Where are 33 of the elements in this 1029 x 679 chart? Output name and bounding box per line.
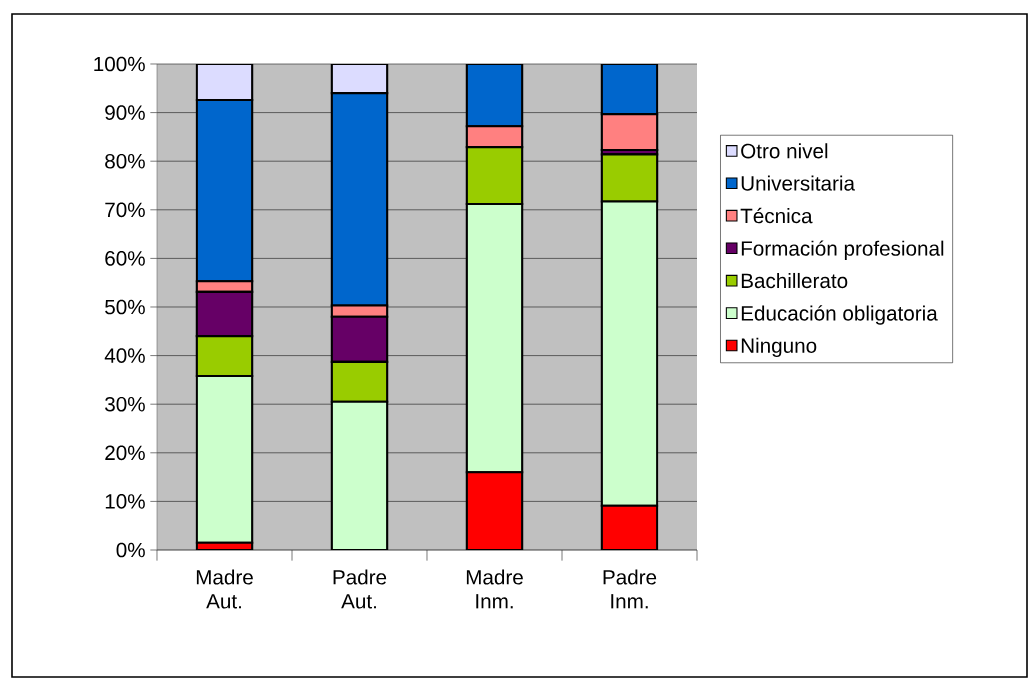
bar: [195, 64, 254, 102]
y-tick-label: 30%: [105, 396, 145, 412]
legend-label: Otro nivel: [741, 143, 828, 159]
bar: [600, 504, 659, 551]
x-tick-label: Madre Aut.: [196, 569, 253, 609]
bar: [330, 400, 389, 551]
y-tick-label: 50%: [105, 299, 145, 315]
y-tick-label: 100%: [94, 56, 145, 72]
y-tick-label: 60%: [105, 251, 145, 266]
x-tick-label: Padre Aut.: [333, 569, 387, 609]
x-tick-label: Padre Inm.: [603, 569, 657, 609]
bar: [195, 374, 254, 544]
legend-label: Universitaria: [741, 175, 855, 191]
legend-label: Técnica: [740, 207, 813, 224]
y-tick-label: 70%: [105, 202, 145, 218]
y-tick-label: 90%: [105, 105, 145, 120]
bar: [330, 92, 389, 307]
y-tick-label: 80%: [105, 153, 145, 169]
bar: [600, 200, 659, 507]
legend-label: Educación obligatoria: [741, 305, 938, 325]
legend-label: Bachillerato: [741, 272, 848, 289]
x-tick-label: Madre Inm.: [466, 569, 523, 609]
y-tick-label: 10%: [105, 494, 145, 509]
y-tick-label: 20%: [105, 445, 145, 461]
bar: [600, 64, 659, 116]
legend-label: Formación profesional: [741, 240, 944, 260]
bar: [195, 98, 254, 283]
legend-label: Ninguno: [741, 337, 817, 358]
y-tick-label: 0%: [116, 542, 145, 558]
bar: [465, 202, 524, 474]
bar: [465, 64, 524, 128]
bar: [465, 471, 524, 551]
y-tick-label: 40%: [104, 348, 145, 363]
